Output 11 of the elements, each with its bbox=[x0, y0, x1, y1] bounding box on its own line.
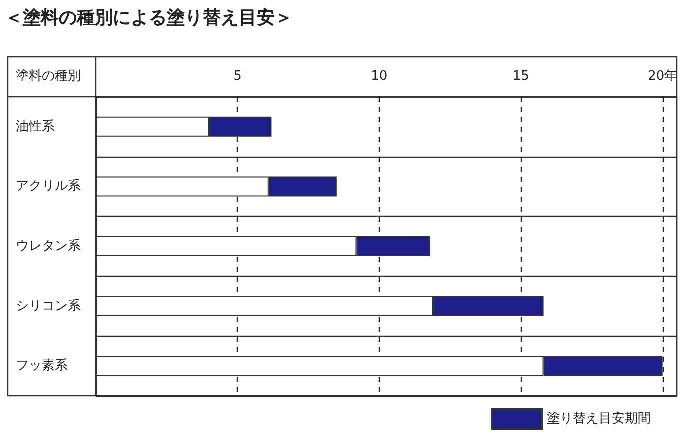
y-tick-label: 油性系 bbox=[16, 119, 55, 134]
x-tick-label: 10 bbox=[371, 69, 388, 84]
y-tick-label: フッ素系 bbox=[16, 358, 68, 374]
legend-label: 塗り替え目安期間 bbox=[547, 410, 651, 426]
chart-title: ＜塗料の種別による塗り替え目安＞ bbox=[5, 8, 293, 28]
x-tick-label: 5 bbox=[234, 69, 242, 84]
y-tick-label: シリコン系 bbox=[16, 298, 81, 314]
x-tick-label: 15 bbox=[512, 69, 530, 84]
y-tick-label: アクリル系 bbox=[16, 179, 81, 194]
y-tick-label: ウレタン系 bbox=[16, 239, 81, 254]
y-axis-title: 塗料の種別 bbox=[16, 69, 81, 84]
